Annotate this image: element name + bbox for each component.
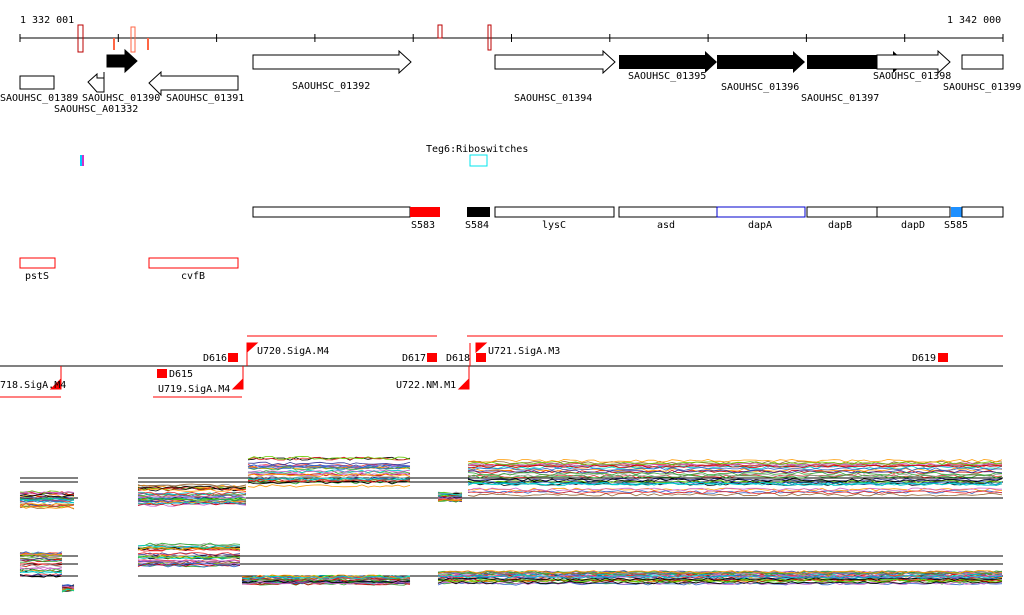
site-D619[interactable] xyxy=(938,353,948,362)
gene-SAOUHSC_01390[interactable] xyxy=(107,50,137,72)
expression-profile-line xyxy=(248,485,410,488)
end-coordinate: 1 342 000 xyxy=(947,15,1001,26)
gene-SAOUHSC_01398[interactable] xyxy=(877,51,950,73)
site-label: D618 xyxy=(446,353,470,364)
promoter-U722[interactable] xyxy=(459,366,469,389)
segment-asd[interactable] xyxy=(619,207,717,217)
site-D617[interactable] xyxy=(427,353,437,362)
gene-label: SAOUHSC_01389 xyxy=(0,93,78,104)
site-D616[interactable] xyxy=(228,353,238,362)
start-coordinate: 1 332 001 xyxy=(20,15,74,26)
expression-profile-line xyxy=(468,459,1002,462)
feature-mark[interactable] xyxy=(438,25,442,38)
segment-label: S583 xyxy=(411,220,435,231)
gene-SAOUHSC_01392[interactable] xyxy=(253,51,411,73)
gene-SAOUHSC_01396[interactable] xyxy=(717,51,805,73)
feature-mark[interactable] xyxy=(113,38,115,50)
promoter-U719[interactable] xyxy=(233,366,243,389)
gene-label: SAOUHSC_A01332 xyxy=(54,104,138,115)
gene-SAOUHSC_01399[interactable] xyxy=(962,55,1003,69)
segment-dapA[interactable] xyxy=(717,207,805,217)
site-D618[interactable] xyxy=(476,353,486,362)
gene-label: SAOUHSC_01396 xyxy=(721,82,799,93)
gene-label: SAOUHSC_01398 xyxy=(873,71,951,82)
gene-track: SAOUHSC_01389 SAOUHSC_A01332 SAOUHSC_013… xyxy=(0,50,1021,115)
segment-dapB[interactable] xyxy=(807,207,877,217)
segment-label: dapD xyxy=(901,220,925,231)
segment-label: asd xyxy=(657,220,675,231)
segment[interactable] xyxy=(253,207,410,217)
riboswitch-mark[interactable] xyxy=(80,155,82,166)
gene-SAOUHSC_01389[interactable] xyxy=(20,76,54,89)
segment-lysC[interactable] xyxy=(495,207,614,217)
riboswitch-box[interactable] xyxy=(470,155,487,166)
segment[interactable] xyxy=(962,207,1003,217)
gene-SAOUHSC_A01332[interactable] xyxy=(88,72,104,92)
expression-profile-line xyxy=(468,491,1002,494)
site-label: D619 xyxy=(912,353,936,364)
riboswitch-mark[interactable] xyxy=(82,155,84,166)
gene-label: SAOUHSC_01392 xyxy=(292,81,370,92)
site-label: U720.SigA.M4 xyxy=(257,346,329,357)
site-label: U722.NM.M1 xyxy=(396,380,456,391)
gene-label: SAOUHSC_01399 xyxy=(943,82,1021,93)
promoter-track: D616 D617 D618 D619 D615 U720.SigA.M4 U7… xyxy=(0,336,1003,397)
gene-label: SAOUHSC_01391 xyxy=(166,93,244,104)
gene-SAOUHSC_01395[interactable] xyxy=(619,51,717,73)
other-gene-track: pstS cvfB xyxy=(20,258,238,282)
site-label: U719.SigA.M4 xyxy=(158,384,230,395)
feature-mark[interactable] xyxy=(147,38,149,50)
segment-label: S584 xyxy=(465,220,489,231)
promoter-U720[interactable] xyxy=(247,343,257,366)
segment-label: lysC xyxy=(542,220,566,231)
gene-SAOUHSC_01391[interactable] xyxy=(149,72,238,95)
gene-label: SAOUHSC_01394 xyxy=(514,93,592,104)
site-label: D616 xyxy=(203,353,227,364)
gene-pstS[interactable] xyxy=(20,258,55,268)
gene-label: cvfB xyxy=(181,271,205,282)
site-D615[interactable] xyxy=(157,369,167,378)
segment-S585[interactable] xyxy=(951,207,962,217)
segment-track: S583 S584 lysC asd dapA dapB dapD S585 xyxy=(253,207,1003,231)
gene-SAOUHSC_01394[interactable] xyxy=(495,51,615,73)
site-label: U721.SigA.M3 xyxy=(488,346,560,357)
segment-label: S585 xyxy=(944,220,968,231)
feature-mark[interactable] xyxy=(131,27,135,52)
expression-track xyxy=(20,457,1003,593)
gene-label: SAOUHSC_01397 xyxy=(801,93,879,104)
riboswitch-track: Teg6:Riboswitches xyxy=(80,144,528,166)
gene-label: pstS xyxy=(25,271,49,282)
site-label: D615 xyxy=(169,369,193,380)
site-label: D617 xyxy=(402,353,426,364)
riboswitch-label: Teg6:Riboswitches xyxy=(426,144,528,155)
segment-label: dapA xyxy=(748,220,772,231)
coordinate-axis: 1 332 001 1 342 000 xyxy=(20,15,1003,52)
site-label: U718.SigA.M4 xyxy=(0,380,66,391)
segment-label: dapB xyxy=(828,220,852,231)
gene-label: SAOUHSC_01395 xyxy=(628,71,706,82)
expression-profile-line xyxy=(468,493,1002,496)
gene-cvfB[interactable] xyxy=(149,258,238,268)
segment-S584[interactable] xyxy=(467,207,490,217)
gene-label: SAOUHSC_01390 xyxy=(82,93,160,104)
segment-S583[interactable] xyxy=(410,207,440,217)
segment-dapD[interactable] xyxy=(877,207,950,217)
